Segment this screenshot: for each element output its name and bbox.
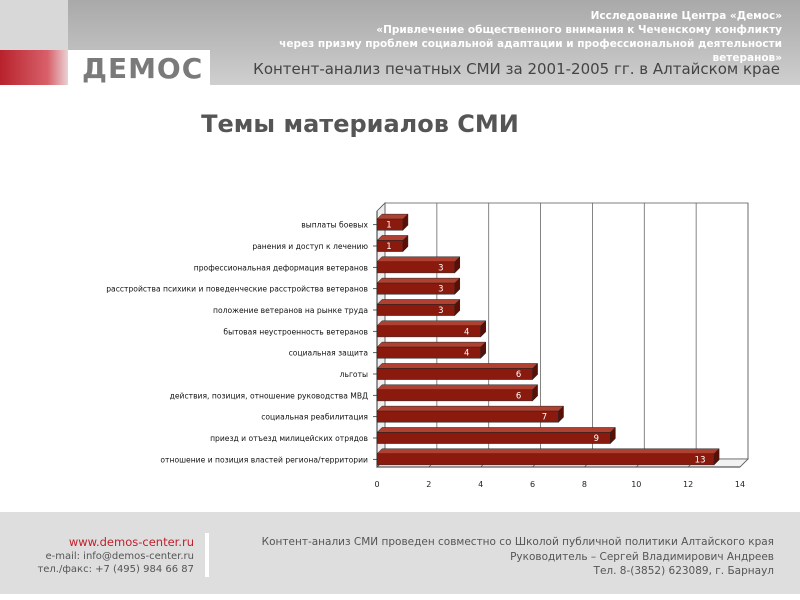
footer-note: Контент-анализ СМИ проведен совместно со… [261,536,774,548]
chart-title: Темы материалов СМИ [201,110,519,138]
bar-top [376,341,487,348]
footer-contacts: www.demos-center.ru e-mail: info@demos-c… [20,535,194,577]
footer-website-link[interactable]: www.demos-center.ru [68,535,194,549]
bar-value-label: 3 [438,306,443,316]
header-study-line-3: ветеранов» [712,52,782,64]
footer-band [0,512,800,594]
logo-backdrop [68,50,210,85]
footer-divider [205,533,209,577]
bar-value-label: 6 [516,370,521,380]
footer-bottom-edge [0,594,800,600]
bar-chart: 0 2 4 6 8 10 12 14 1 выплаты боевых 1 ранения и дос… [106,202,749,489]
footer-credits: Контент-анализ СМИ проведен совместно со… [204,535,774,579]
category-label: социальная защита [289,349,368,358]
bar-value-label: 4 [464,327,469,337]
bar-value-label: 7 [542,413,547,423]
bar-value-label: 1 [386,242,391,252]
header-org-line: Исследование Центра «Демос» [590,10,782,22]
bar-top [376,235,409,241]
bar [376,410,559,423]
bar-top [376,363,539,369]
bar-top [376,405,565,412]
x-tick-label: 4 [478,480,483,489]
category-label: ранения и доступ к лечению [252,242,368,251]
x-tick-label: 14 [735,480,745,489]
footer-phone: тел./факс: +7 (495) 984 66 87 [37,564,194,575]
category-label: льготы [340,370,368,379]
bar-value-label: 9 [594,434,599,444]
x-tick-label: 2 [426,480,431,489]
header-subtitle: Контент-анализ печатных СМИ за 2001-2005… [253,60,780,78]
bar-value-label: 3 [438,285,443,295]
bar-top [376,384,539,391]
grid-floor-line [739,458,749,468]
x-tick-label: 10 [631,480,641,489]
bar-top [376,256,461,263]
bar-value-label: 3 [438,263,443,273]
header-study-line-1: «Привлечение общественного внимания к Че… [376,24,782,36]
header-study-line-2: через призму проблем социальной адаптаци… [279,38,782,50]
bar-value-label: 13 [695,455,706,465]
bar-value-label: 6 [516,391,521,401]
category-label: приезд и отъезд милицейских отрядов [210,434,368,443]
x-tick-label: 6 [530,480,535,489]
category-label: профессиональная деформация ветеранов [194,263,369,272]
bar-top [376,277,461,284]
bar-top [376,320,487,327]
bar-top [376,427,616,433]
bar [376,432,611,444]
bar-top [376,448,720,455]
x-tick-label: 8 [582,480,587,489]
header-left-panel [0,0,68,50]
header-accent-stripe [0,50,68,85]
category-label: положение ветеранов на рынке труда [213,306,368,315]
header-study-description: Исследование Центра «Демос» «Привлечение… [222,9,782,65]
bar-value-label: 4 [464,349,469,359]
demos-logo: ДЕМОС [82,52,204,85]
category-label: расстройства психики и поведенческие рас… [106,285,368,294]
category-label: социальная реабилитация [261,413,368,422]
bar-top [376,213,409,220]
category-label: действия, позиция, отношение руководства… [170,391,368,400]
page-title: Темы материалов СМИ [0,110,800,138]
category-label: бытовая неустроенность ветеранов [223,327,368,336]
x-tick-label: 12 [683,480,693,489]
footer-supervisor: Руководитель – Сергей Владимирович Андре… [510,550,774,563]
bar [376,368,533,380]
bar-value-label: 1 [386,221,391,231]
bar [376,453,715,466]
footer-email[interactable]: e-mail: info@demos-center.ru [45,550,194,562]
footer-contact: Тел. 8-(3852) 623089, г. Барнаул [593,565,774,577]
x-tick-label: 0 [374,480,379,489]
bar [376,389,533,402]
category-label: выплаты боевых [301,221,368,230]
category-label: отношение и позиция властей региона/терр… [160,455,368,464]
bar-top [376,299,461,305]
